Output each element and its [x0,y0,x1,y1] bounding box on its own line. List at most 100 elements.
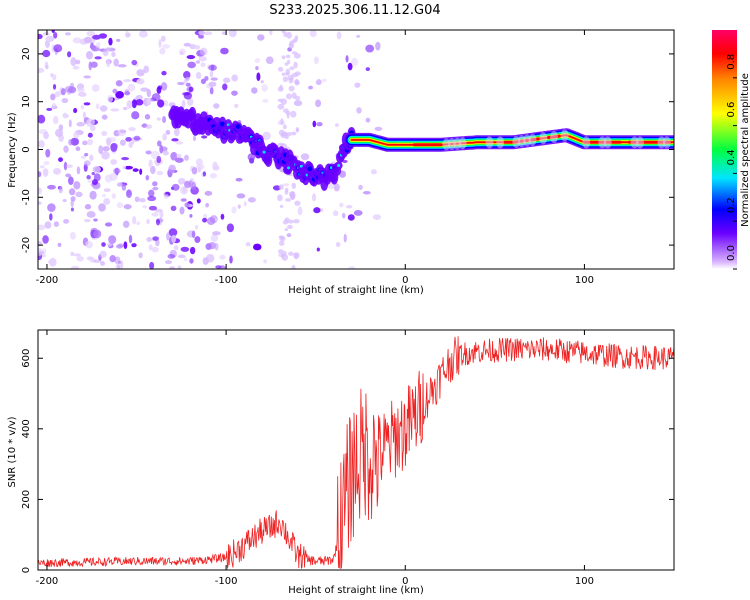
spectrogram-noise-blob [136,78,145,85]
spectrogram-noise-blob [155,218,160,226]
spectrogram-noise-blob [91,171,95,176]
spectrogram-noise-blob [139,197,146,203]
spectrogram-plot-area [38,30,674,269]
spectrogram-noise-blob [286,224,293,229]
spectrogram-noise-blob [333,183,340,192]
spectrogram-noise-blob [205,202,210,208]
spectrogram-noise-blob [336,31,342,40]
spectrogram-noise-blob [164,260,173,265]
spectrogram-noise-blob [243,201,247,207]
spectrogram-noise-blob [115,91,124,99]
colorbar-tick-label: 0.6 [726,102,737,118]
ridge-blob [262,150,266,154]
x-tick-label: -200 [36,576,59,587]
spectrogram-noise-blob [213,103,220,109]
spectrogram-noise-blob [286,31,292,39]
spectrogram-noise-blob [195,158,203,166]
spectrogram-noise-blob [315,99,322,108]
spectrogram-noise-blob [209,70,214,78]
figure-title: S233.2025.306.11.12.G04 [269,3,440,18]
spectrogram-noise-blob [283,31,288,38]
spectrogram-noise-blob [45,35,55,42]
colorbar-ticks: 0.0 0.2 0.4 0.6 0.8 [726,54,737,270]
spectrogram-noise-blob [198,30,205,36]
spectrogram-noise-blob [38,140,45,148]
spectrogram-noise-blob [143,65,150,74]
spectrogram-noise-blob [38,67,45,73]
spectrogram-noise-blob [122,220,130,228]
spectrogram-noise-blob [170,205,177,212]
spectrogram-noise-blob [272,185,281,191]
spectrogram-noise-blob [90,61,98,68]
ridge-blob [307,166,313,172]
spectrogram-noise-blob [91,179,98,186]
spectrogram-noise-blob [112,88,118,94]
spectrogram-noise-blob [94,184,101,189]
spectrogram-noise-blob [136,69,145,77]
spectrogram-noise-blob [70,57,77,67]
spectrogram-noise-blob [284,227,289,232]
spectrogram-noise-blob [108,235,117,244]
spectrogram-noise-blob [235,177,243,182]
spectrogram-noise-blob [83,36,92,44]
spectrogram-noise-blob [132,216,137,225]
colorbar-tick-label: 0.0 [726,245,737,261]
spectrogram-noise-blob [110,159,117,165]
spectrogram-noise-blob [186,55,196,60]
spectrogram-noise-blob [38,171,42,178]
spectrogram-noise-blob [138,252,143,259]
spectrogram-noise-blob [192,135,197,142]
spectrogram-noise-blob [80,155,87,160]
spectrogram-noise-blob [66,164,74,168]
spectrogram-noise-blob [126,100,133,109]
spectrogram-noise-blob [285,68,291,76]
spectrogram-noise-blob [294,71,301,76]
spectrogram-noise-blob [286,233,292,238]
spectrogram-noise-blob [148,205,158,211]
spectrogram-noise-blob [203,31,213,36]
spectrogram-noise-blob [281,72,286,76]
spectrogram-noise-blob [72,65,80,70]
spectrogram-noise-blob [64,85,74,93]
spectrogram-noise-blob [67,176,74,185]
x-tick-label: 100 [575,275,594,286]
spectrogram-noise-blob [98,203,106,212]
spectrogram-noise-blob [209,172,217,179]
x-tick-label: -100 [215,275,238,286]
spectrogram-noise-blob [68,139,73,146]
spectrogram-noise-blob [75,191,83,198]
ridge-blob [337,164,341,168]
spectrogram-noise-blob [160,146,168,152]
spectrogram-noise-blob [70,265,80,269]
colorbar [712,30,737,269]
spectrogram-noise-blob [281,55,286,60]
spectrogram-noise-blob [58,157,64,162]
y-tick-label: 200 [21,490,32,509]
spectrogram-noise-blob [95,41,101,49]
spectrogram-noise-blob [148,159,153,168]
spectrogram-noise-blob [86,256,94,261]
spectrogram-noise-blob [170,186,175,190]
spectrogram-noise-blob [68,119,72,128]
spectrogram-noise-blob [210,234,219,242]
spectrogram-noise-blob [174,128,180,137]
spectrogram-noise-blob [200,62,206,68]
colorbar-tick-label: 0.8 [726,54,737,70]
spectrogram-noise-blob [121,183,127,191]
colorbar-tick-label: 0.4 [726,149,737,165]
spectrogram-noise-blob [365,44,375,53]
spectrogram-noise-blob [151,246,159,253]
spectrogram-noise-blob [284,135,289,140]
spectrogram-noise-blob [68,188,76,196]
spectrogram-noise-blob [64,32,71,36]
spectrogram-noise-blob [146,97,152,106]
spectrogram-noise-blob [42,32,50,36]
ridge-halo [528,133,537,146]
spectrogram-noise-blob [255,65,259,71]
spectrogram-noise-blob [116,182,123,187]
spectrogram-noise-blob [277,98,284,102]
spectrogram-noise-blob [38,201,42,205]
spectrogram-noise-blob [42,168,49,177]
spectrogram-noise-blob [47,203,56,212]
ridge-halo [496,136,505,149]
